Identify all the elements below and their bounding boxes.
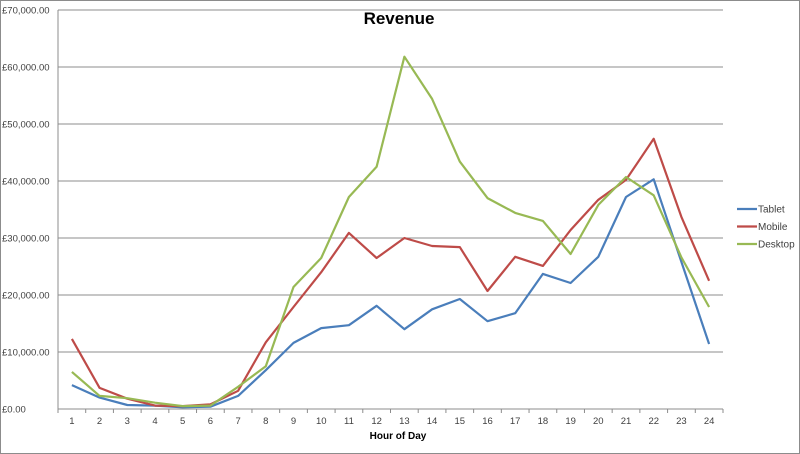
y-tick-label: £70,000.00: [2, 6, 50, 17]
x-tick-label: 10: [316, 416, 327, 427]
x-tick-label: 22: [648, 416, 659, 427]
x-tick-label: 11: [344, 416, 354, 427]
x-tick-label: 18: [538, 416, 549, 427]
y-tick-label: £60,000.00: [2, 63, 50, 74]
y-tick-label: £50,000.00: [2, 120, 50, 131]
x-tick-label: 19: [565, 416, 576, 427]
x-tick-label: 3: [125, 416, 130, 427]
x-tick-label: 15: [454, 416, 465, 427]
x-tick-label: 4: [152, 416, 157, 427]
x-tick-label: 13: [399, 416, 410, 427]
x-tick-label: 23: [676, 416, 687, 427]
x-tick-label: 9: [291, 416, 296, 427]
y-tick-label: £20,000.00: [2, 291, 50, 302]
x-tick-label: 7: [235, 416, 240, 427]
legend-label-mobile: Mobile: [758, 222, 788, 233]
x-tick-label: 20: [593, 416, 604, 427]
legend: Tablet Mobile Desktop: [737, 205, 795, 251]
x-tick-label: 14: [427, 416, 438, 427]
y-tick-label: £40,000.00: [2, 177, 50, 188]
y-tick-label: £30,000.00: [2, 234, 50, 245]
y-tick-label: £0.00: [2, 405, 26, 416]
x-axis: 1 2 3 4 5 6 7 8 9 10 11 12 13 14 15 16 17 18 19 20 21 22 23 24: [57, 408, 724, 427]
x-tick-label: 24: [704, 416, 715, 427]
x-tick-label: 2: [97, 416, 102, 427]
series-line-tablet: [71, 178, 711, 409]
x-tick-label: 8: [263, 416, 268, 427]
x-tick-label: 17: [510, 416, 521, 427]
x-tick-label: 1: [69, 416, 74, 427]
legend-label-desktop: Desktop: [758, 240, 795, 251]
series-line-mobile: [70, 137, 711, 408]
x-axis-label: Hour of Day: [370, 431, 427, 442]
legend-label-tablet: Tablet: [758, 205, 785, 216]
x-tick-label: 6: [208, 416, 213, 427]
x-tick-label: 5: [180, 416, 185, 427]
chart-title: Revenue: [364, 9, 435, 28]
y-tick-label: £10,000.00: [2, 348, 50, 359]
y-axis: £0.00 £10,000.00 £20,000.00 £30,000.00 £40,0…: [2, 6, 59, 416]
x-tick-label: 21: [621, 416, 632, 427]
x-tick-label: 12: [371, 416, 382, 427]
x-tick-label: 16: [482, 416, 493, 427]
series-line-desktop: [71, 55, 711, 408]
gridlines: [58, 9, 723, 353]
series-lines: [70, 55, 711, 409]
